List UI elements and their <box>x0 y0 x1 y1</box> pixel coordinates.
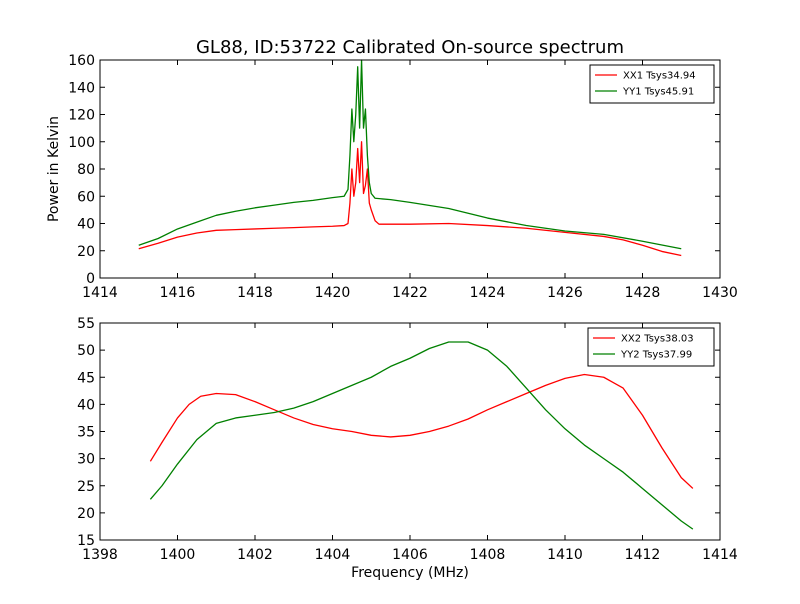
chart-1-ytick-label: 80 <box>77 162 95 178</box>
chart-2-ytick-label: 25 <box>77 479 95 495</box>
chart-2-xlabel: Frequency (MHz) <box>351 565 469 581</box>
chart-1-series-2-line <box>138 59 682 250</box>
chart-2-ytick-label: 20 <box>77 506 95 522</box>
chart-1-ytick-label: 40 <box>77 217 95 233</box>
chart-1-xtick-label: 1424 <box>470 285 506 301</box>
chart-2-xtick-label: 1412 <box>625 547 661 563</box>
chart-2-ytick-label: 30 <box>77 452 95 468</box>
chart-1-ylabel: Power in Kelvin <box>46 116 62 222</box>
chart-1-title: GL88, ID:53722 Calibrated On-source spec… <box>196 37 624 58</box>
chart-2-xtick-label: 1400 <box>160 547 196 563</box>
chart-2-legend-label-1: XX2 Tsys38.03 <box>621 334 694 345</box>
chart-1-plot: 1414 1416 1418 1420 1422 1424 1426 1428 1430 0 20 4… <box>68 53 738 301</box>
chart-1-xtick-label: 1416 <box>160 285 196 301</box>
chart-1-xtick-label: 1420 <box>315 285 351 301</box>
chart-2-xtick-label: 1414 <box>702 547 738 563</box>
chart-1-ytick-label: 120 <box>68 108 95 124</box>
chart-1-xtick-label: 1426 <box>547 285 583 301</box>
chart-2-legend <box>587 327 715 367</box>
chart-1-xtick-label: 1418 <box>237 285 273 301</box>
chart-1-ytick-label: 140 <box>68 80 95 96</box>
chart-1-ytick-label: 160 <box>68 53 95 69</box>
chart-2-ytick-label: 15 <box>77 533 95 549</box>
chart-2-xtick-label: 1410 <box>547 547 583 563</box>
chart-2-series-1-line <box>149 373 694 489</box>
chart-1-legend <box>589 64 715 104</box>
chart-2-xtick-label: 1408 <box>470 547 506 563</box>
chart-2-plot: 1398 1400 1402 1404 1406 1408 1410 1412 1414 15 20… <box>77 316 738 563</box>
chart-1-ytick-label: 60 <box>77 189 95 205</box>
chart-1-series-1-line <box>138 141 682 257</box>
chart-2-ytick-label: 45 <box>77 370 95 386</box>
chart-2-ytick-label: 50 <box>77 343 95 359</box>
chart-1-legend-label-2: YY1 Tsys45.91 <box>622 87 694 98</box>
chart-2-ytick-label: 40 <box>77 397 95 413</box>
chart-2-ytick-label: 55 <box>77 316 95 332</box>
chart-1-ytick-label: 0 <box>86 271 95 287</box>
chart-2-xtick-label: 1398 <box>82 547 118 563</box>
chart-1-ytick-label: 100 <box>68 135 95 151</box>
chart-2-xtick-label: 1406 <box>392 547 428 563</box>
chart-2-xtick-label: 1404 <box>315 547 351 563</box>
chart-2-series-2-line <box>149 341 694 530</box>
chart-1-xtick-label: 1428 <box>625 285 661 301</box>
chart-2-ytick-label: 35 <box>77 425 95 441</box>
chart-1-xtick-label: 1414 <box>82 285 118 301</box>
chart-1-legend-label-1: XX1 Tsys34.94 <box>623 71 696 82</box>
chart-1-xtick-label: 1422 <box>392 285 428 301</box>
chart-2-xtick-label: 1402 <box>237 547 273 563</box>
chart-1-xtick-label: 1430 <box>702 285 738 301</box>
chart-2-legend-label-2: YY2 Tsys37.99 <box>620 350 692 361</box>
chart-1-ytick-label: 20 <box>77 244 95 260</box>
